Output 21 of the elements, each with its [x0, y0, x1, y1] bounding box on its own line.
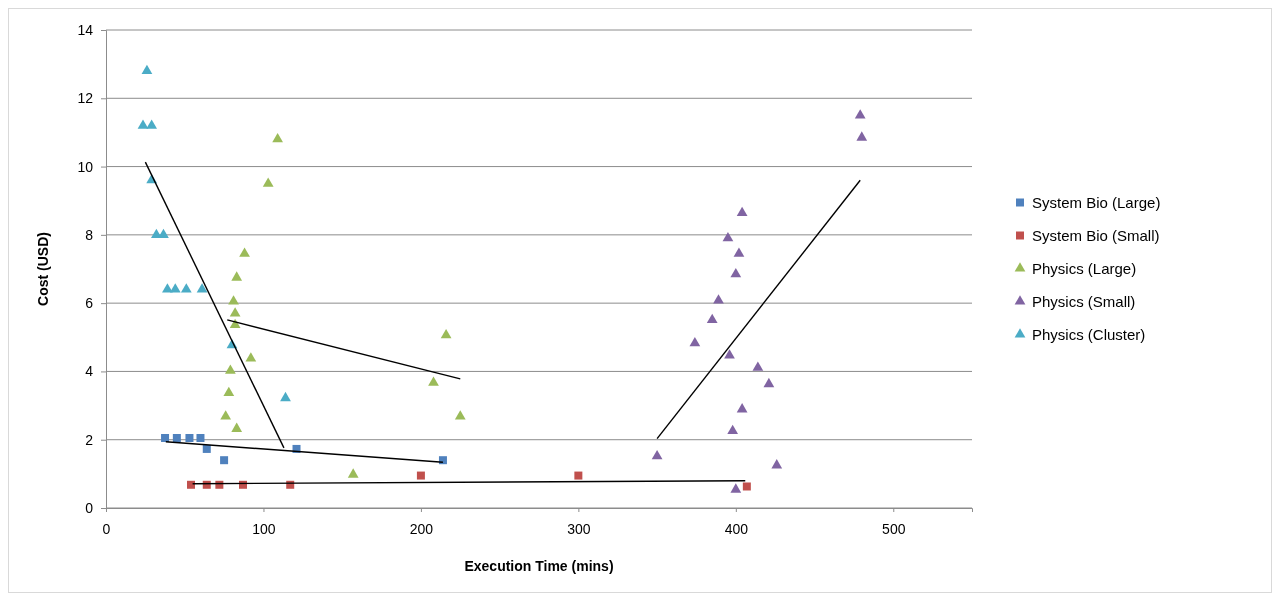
y-tick-label: 6	[85, 295, 94, 312]
legend-label: System Bio (Large)	[1032, 193, 1161, 211]
y-tick-label: 10	[77, 158, 94, 175]
y-axis-title: Cost (USD)	[35, 232, 51, 306]
legend-label: System Bio (Small)	[1032, 226, 1160, 244]
legend-label: Physics (Small)	[1032, 292, 1136, 310]
legend-label: Physics (Cluster)	[1032, 325, 1146, 343]
y-tick-label: 8	[85, 226, 94, 243]
x-tick-label: 400	[724, 520, 749, 537]
x-tick-label: 0	[102, 520, 111, 537]
x-tick-label: 300	[567, 520, 591, 537]
y-tick-label: 14	[77, 21, 94, 38]
y-tick-label: 2	[85, 431, 94, 448]
x-tick-label: 100	[252, 520, 276, 537]
legend-label: Physics (Large)	[1032, 259, 1137, 277]
x-tick-label: 500	[882, 520, 906, 537]
x-tick-label: 200	[409, 520, 434, 537]
y-tick-label: 0	[85, 499, 94, 516]
y-tick-label: 4	[85, 363, 94, 380]
x-axis-title: Execution Time (mins)	[464, 558, 614, 574]
y-tick-label: 12	[77, 90, 94, 107]
